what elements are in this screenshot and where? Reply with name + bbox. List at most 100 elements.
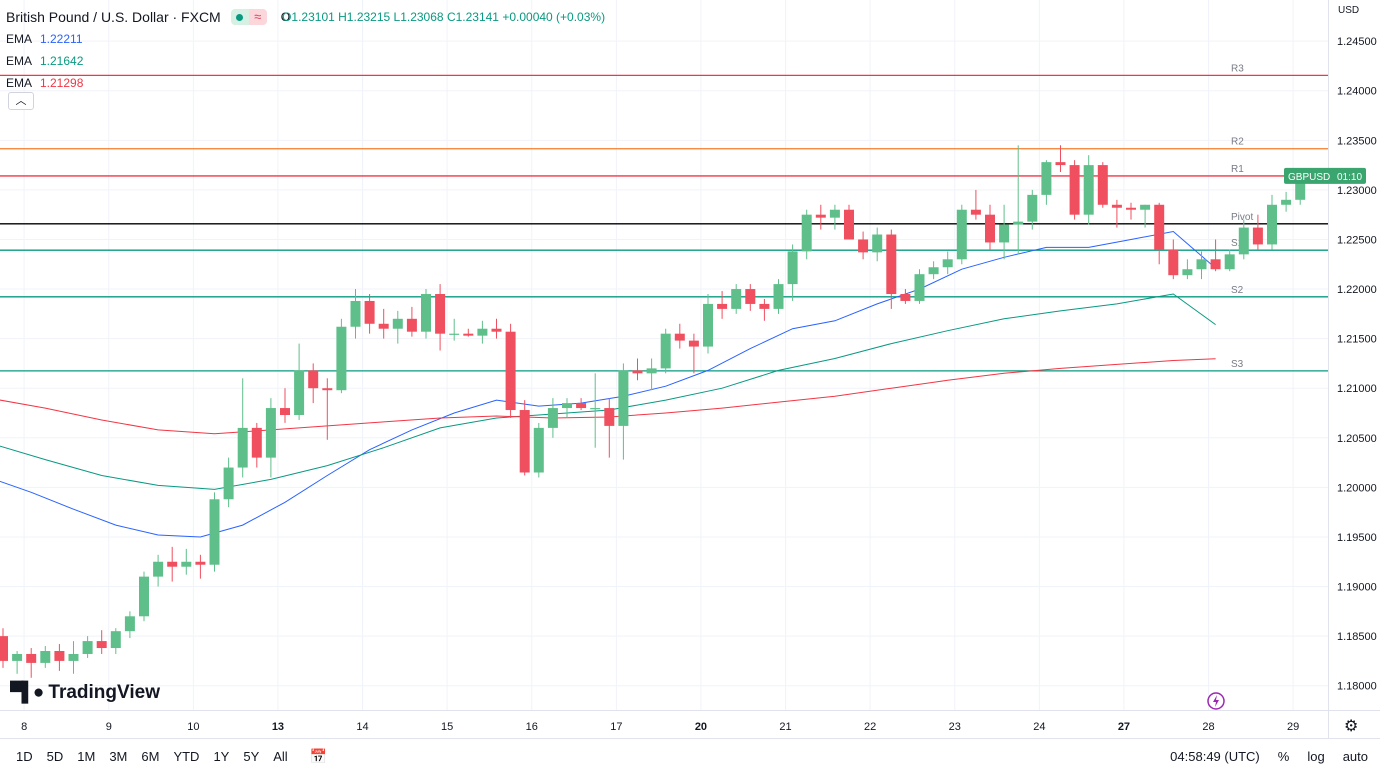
- candle-up: [956, 209, 967, 260]
- candle-down: [1055, 162, 1066, 166]
- candle-up: [336, 326, 347, 391]
- y-tick-label: 1.24000: [1337, 86, 1377, 98]
- ema-line-2: [0, 293, 1216, 490]
- candle-down: [1111, 204, 1122, 208]
- ema-row-2[interactable]: EMA 1.21642: [6, 50, 605, 72]
- candle-up: [590, 408, 601, 410]
- pivot-label-r2: R2: [1231, 137, 1244, 148]
- candle-up: [942, 259, 953, 268]
- candle-down: [406, 318, 417, 332]
- candle-up: [1281, 199, 1292, 205]
- timeframe-1d[interactable]: 1D: [16, 748, 33, 764]
- y-tick-label: 1.18000: [1337, 681, 1377, 693]
- candle-up: [1196, 259, 1207, 270]
- candle-up: [294, 370, 305, 415]
- candle-down: [378, 323, 389, 329]
- candle-down: [1252, 227, 1263, 245]
- candle-up: [1013, 221, 1024, 225]
- candle-up: [1224, 254, 1235, 270]
- y-tick-label: 1.23000: [1337, 185, 1377, 197]
- candle-down: [1097, 165, 1108, 205]
- timeframe-5y[interactable]: 5Y: [243, 748, 260, 764]
- ema-value: 1.22211: [40, 32, 83, 46]
- candle-up: [1140, 204, 1151, 210]
- gear-icon[interactable]: ⚙: [1344, 718, 1359, 735]
- chart-legend: British Pound / U.S. Dollar · FXCM ≈ OO1…: [6, 6, 605, 94]
- candle-up: [872, 234, 883, 253]
- x-tick-label: 9: [106, 721, 112, 733]
- x-tick-label: 28: [1202, 721, 1214, 733]
- live-dot-icon: [230, 9, 249, 25]
- currency-label[interactable]: USD: [1338, 5, 1360, 16]
- x-tick-label: 13: [272, 721, 284, 733]
- auto-toggle[interactable]: auto: [1342, 748, 1368, 764]
- candle-up: [547, 408, 558, 428]
- timeframe-1m[interactable]: 1M: [77, 748, 96, 764]
- candle-up: [533, 427, 544, 473]
- candle-up: [787, 251, 798, 285]
- price-tag-countdown: 01:10: [1337, 172, 1362, 183]
- x-tick-label: 23: [949, 721, 961, 733]
- candle-down: [759, 303, 770, 309]
- pivot-label-s3: S3: [1231, 359, 1244, 370]
- price-tag-symbol: GBPUSD: [1288, 172, 1330, 183]
- candle-down: [688, 340, 699, 347]
- x-tick-label: 27: [1118, 721, 1130, 733]
- candle-up: [153, 561, 164, 577]
- candle-up: [82, 641, 93, 654]
- timeframe-5d[interactable]: 5D: [46, 748, 64, 764]
- ema-row-1[interactable]: EMA 1.22211: [6, 28, 605, 50]
- timeframe-6m[interactable]: 6M: [141, 748, 160, 764]
- candle-up: [209, 499, 220, 565]
- x-tick-label: 29: [1287, 721, 1299, 733]
- candle-up: [1027, 194, 1038, 222]
- candle-down: [280, 408, 290, 415]
- clock-display[interactable]: 04:58:49 (UTC): [1170, 748, 1260, 764]
- candle-down: [632, 370, 643, 374]
- candle-down: [900, 294, 911, 301]
- candle-down: [970, 209, 981, 215]
- x-tick-label: 20: [695, 721, 707, 733]
- candle-up: [181, 561, 192, 567]
- candle-down: [251, 427, 262, 458]
- tradingview-logo[interactable]: ▀▌● TradingView: [10, 682, 160, 704]
- candle-down: [1168, 249, 1179, 276]
- candle-up: [562, 403, 572, 409]
- calendar-range-icon[interactable]: 📅: [309, 747, 328, 764]
- symbol-title[interactable]: British Pound / U.S. Dollar · FXCM: [6, 9, 221, 25]
- x-tick-label: 16: [526, 721, 538, 733]
- candle-up: [703, 303, 713, 347]
- timeframe-ytd[interactable]: YTD: [173, 748, 200, 764]
- x-tick-label: 14: [356, 721, 368, 733]
- candle-down: [491, 328, 502, 332]
- pivot-label-pivot: Pivot: [1231, 212, 1253, 223]
- candle-down: [858, 239, 869, 253]
- timeframe-3m[interactable]: 3M: [109, 748, 128, 764]
- ema-row-3[interactable]: EMA 1.21298: [6, 72, 605, 94]
- market-status[interactable]: ≈: [230, 9, 267, 25]
- timeframe-all[interactable]: All: [273, 748, 288, 764]
- candle-up: [1238, 227, 1249, 255]
- ema-label: EMA: [6, 76, 33, 90]
- timeframe-1y[interactable]: 1Y: [213, 748, 230, 764]
- price-tag: [1284, 167, 1366, 184]
- candle-up: [1083, 165, 1094, 215]
- y-tick-label: 1.19500: [1337, 532, 1377, 544]
- candle-up: [110, 631, 121, 649]
- bottom-right-controls: 04:58:49 (UTC) % log auto: [1152, 739, 1368, 773]
- x-tick-label: 17: [610, 721, 622, 733]
- collapse-legend-button[interactable]: ︿: [8, 92, 34, 110]
- log-toggle[interactable]: log: [1307, 748, 1325, 764]
- percent-toggle[interactable]: %: [1277, 748, 1290, 764]
- x-tick-label: 21: [779, 721, 791, 733]
- ema-value: 1.21642: [40, 54, 84, 68]
- candle-down: [844, 209, 854, 240]
- candle-up: [124, 616, 135, 632]
- candle-down: [717, 303, 728, 309]
- candle-down: [54, 650, 65, 661]
- candle-down: [674, 333, 685, 341]
- candle-up: [801, 214, 812, 252]
- y-tick-label: 1.18500: [1337, 631, 1377, 643]
- candle-up: [646, 368, 657, 374]
